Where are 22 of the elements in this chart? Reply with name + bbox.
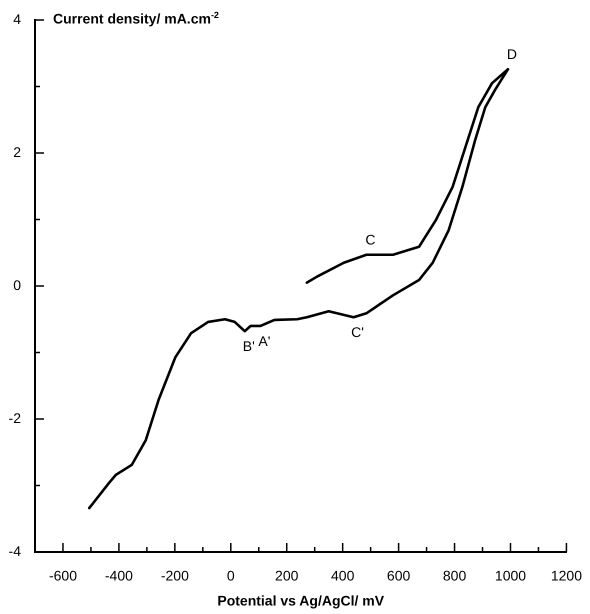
x-tick-label: 800: [442, 567, 466, 584]
annotation: B': [242, 338, 255, 354]
y-tick-label: 0: [13, 276, 22, 293]
x-tick-label: -200: [160, 567, 190, 584]
x-tick-label: 400: [330, 567, 355, 584]
annotation: A': [258, 332, 270, 349]
annotation: C': [351, 324, 364, 340]
annotation: C: [365, 232, 376, 248]
annotation: D: [506, 46, 518, 62]
y-tick-label: -2: [8, 410, 22, 426]
x-axis-title: Potential vs Ag/AgCl/ mV: [217, 592, 385, 608]
x-tick-label: 0: [226, 567, 235, 584]
x-tick-label: -600: [48, 567, 78, 584]
x-tick-label: 1200: [550, 567, 582, 584]
x-tick-label: 200: [275, 567, 299, 584]
y-tick-label: -4: [8, 542, 22, 559]
y-axis-title: Current density/ mA.cm$^{-2}$: [53, 10, 219, 27]
x-tick-label: -400: [104, 567, 134, 584]
x-tick-label: 600: [386, 567, 410, 584]
x-tick-label: 1000: [494, 567, 526, 584]
y-tick-label: 4: [13, 10, 22, 27]
y-tick-label: 2: [13, 144, 22, 160]
